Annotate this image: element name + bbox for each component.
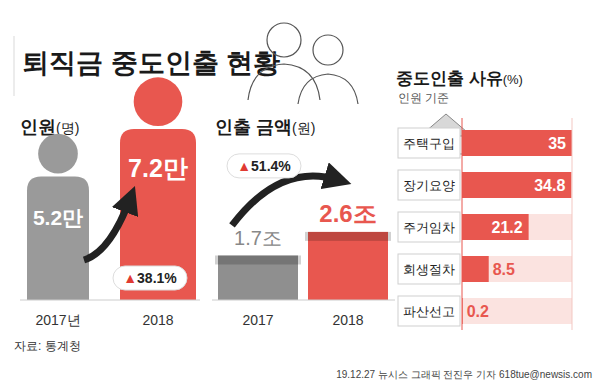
data-label: 1.7조 bbox=[234, 227, 282, 249]
data-label: 34.8 bbox=[534, 177, 565, 194]
person-body bbox=[248, 64, 320, 100]
credit: 19.12.27 뉴시스 그래픽 전진우 기자 618tue@newsis.co… bbox=[336, 369, 592, 380]
chart-title: 중도인출 사유(%) bbox=[396, 69, 523, 88]
person-body bbox=[298, 74, 358, 104]
box-lid-deco bbox=[215, 255, 301, 264]
x-tick-label: 2018 bbox=[332, 312, 363, 328]
x-tick-label: 2018 bbox=[142, 312, 173, 328]
label-box bbox=[398, 254, 460, 284]
annotation-text: ▲38.1% bbox=[123, 270, 177, 286]
bar bbox=[462, 214, 529, 240]
title-unit: (명) bbox=[56, 120, 79, 136]
annotation-text: ▲51.4% bbox=[237, 158, 291, 174]
bar bbox=[462, 256, 489, 282]
bar bbox=[462, 172, 571, 198]
person-head-deco bbox=[134, 77, 183, 126]
y-tick-label: 주거임차 bbox=[403, 220, 455, 235]
bar-box bbox=[308, 232, 388, 300]
change-annotation: ▲51.4% bbox=[227, 154, 301, 178]
y-tick-label: 회생절차 bbox=[403, 262, 455, 277]
trend-arrow bbox=[84, 199, 130, 260]
data-label: 8.5 bbox=[493, 261, 515, 278]
title-main: 인출 금액 bbox=[215, 117, 292, 137]
chart-title: 인원(명) bbox=[20, 117, 79, 137]
label-box bbox=[398, 128, 460, 158]
title-unit: (%) bbox=[503, 72, 523, 87]
people-icon bbox=[248, 23, 358, 104]
label-box bbox=[398, 212, 460, 242]
data-label: 0.2 bbox=[467, 303, 489, 320]
box-lid-deco bbox=[305, 232, 391, 241]
change-annotation: ▲38.1% bbox=[113, 266, 187, 290]
row-band bbox=[462, 214, 572, 240]
x-tick-label: 2017년 bbox=[35, 312, 80, 328]
data-label: 5.2만 bbox=[33, 206, 83, 229]
annotation-value: 51.4% bbox=[251, 158, 291, 174]
row-band bbox=[462, 298, 572, 324]
data-label: 2.6조 bbox=[319, 200, 376, 227]
range-end-line bbox=[572, 118, 573, 330]
data-label: 21.2 bbox=[491, 219, 522, 236]
row-band bbox=[462, 130, 572, 156]
person-head bbox=[313, 35, 343, 65]
background bbox=[0, 0, 600, 386]
frame-line bbox=[14, 36, 15, 96]
label-box bbox=[398, 170, 460, 200]
canvas: 퇴직금 중도인출 현황인원(명)2017년5.2만20187.2만▲38.1%인… bbox=[0, 0, 600, 386]
y-tick-label: 파산선고 bbox=[403, 304, 455, 319]
trend-arrow bbox=[232, 176, 338, 226]
axis-zero-line bbox=[462, 118, 463, 330]
title-unit: (원) bbox=[292, 120, 315, 136]
plot-area bbox=[27, 129, 196, 300]
bar bbox=[462, 130, 572, 156]
y-tick-label: 주택구입 bbox=[403, 136, 455, 151]
y-tick-label: 장기요양 bbox=[403, 178, 455, 193]
label-box bbox=[398, 296, 460, 326]
annotation-pill bbox=[227, 154, 301, 178]
chart-subtitle: 인원 기준 bbox=[398, 91, 449, 105]
title-main: 중도인출 사유 bbox=[396, 69, 503, 88]
data-label: 7.2만 bbox=[128, 154, 188, 182]
chart-title: 인출 금액(원) bbox=[215, 117, 315, 137]
bar-person-body bbox=[27, 177, 89, 301]
annotation-triangle: ▲ bbox=[123, 270, 137, 286]
annotation-value: 38.1% bbox=[137, 270, 177, 286]
title-main: 인원 bbox=[20, 117, 56, 137]
person-head-deco bbox=[38, 134, 78, 174]
row-band bbox=[462, 256, 572, 282]
x-tick-label: 2017 bbox=[242, 312, 273, 328]
page-title: 퇴직금 중도인출 현황 bbox=[22, 48, 280, 78]
baseline bbox=[20, 300, 200, 301]
plot-area bbox=[462, 130, 572, 324]
chart-root: 퇴직금 중도인출 현황인원(명)2017년5.2만20187.2만▲38.1%인… bbox=[0, 0, 600, 386]
data-label: 35 bbox=[548, 135, 566, 152]
annotation-triangle: ▲ bbox=[237, 158, 251, 174]
annotation-pill bbox=[113, 266, 187, 290]
person-head bbox=[267, 23, 301, 57]
row-band bbox=[462, 172, 572, 198]
baseline bbox=[212, 300, 395, 301]
source: 자료: 통계청 bbox=[14, 339, 81, 353]
